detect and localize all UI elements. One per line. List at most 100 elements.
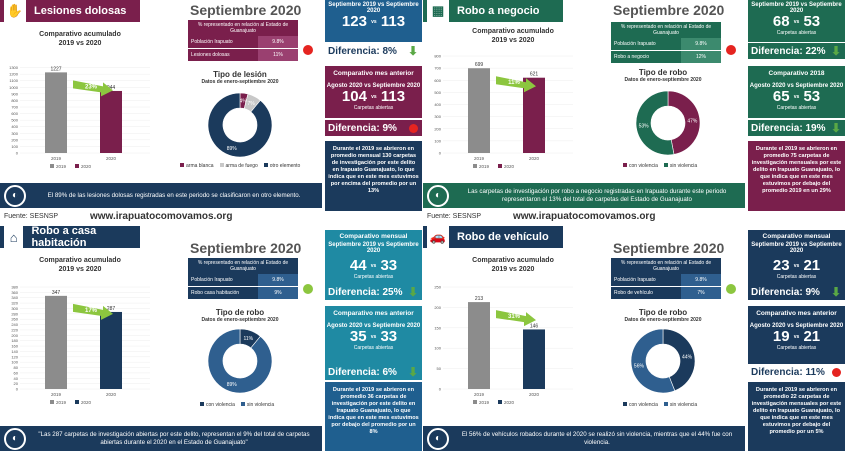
month-title: Septiembre 2020 — [613, 2, 725, 18]
diff-monthly: Diferencia: 22% ⬇ — [748, 43, 845, 59]
month-title: Septiembre 2020 — [613, 240, 725, 256]
y-tick-label: 340 — [11, 295, 18, 300]
x-tick-label: 2020 — [106, 156, 117, 161]
bar-value-label: 1227 — [50, 66, 61, 72]
arrow-down-icon: ⬇ — [830, 285, 841, 299]
panel-header: ⌂ Robo a casa habitación — [0, 226, 140, 249]
tipo-title: Tipo de robo Datos de enero-septiembre 20… — [624, 68, 702, 83]
y-tick-label: 700 — [11, 105, 18, 110]
y-tick-label: 100 — [434, 138, 441, 143]
legend-label: 2020 — [81, 400, 92, 405]
bar-2019 — [468, 302, 490, 389]
status-dot — [303, 45, 313, 55]
footer-bar: ◐ El 89% de las lesiones dolosas registr… — [0, 183, 322, 208]
comp-box: Comparativo mes anterior Agosto 2020 vs … — [325, 66, 422, 118]
table-row: Lesiones dolosas 11% — [188, 49, 298, 62]
y-tick-label: 50 — [437, 366, 442, 371]
panel-header: 🚗 Robo de vehículo — [423, 226, 563, 248]
y-tick-label: 900 — [11, 91, 18, 96]
percent-table: % representado en relación al Estado de … — [611, 258, 721, 300]
panel-title: Lesiones dolosas — [34, 5, 127, 17]
month-title: Septiembre 2020 — [190, 2, 302, 18]
change-arrow — [73, 80, 113, 97]
pie-slice-sin-violencia — [635, 90, 675, 156]
change-arrow — [73, 303, 113, 320]
pie-label: 44% — [682, 354, 693, 360]
y-tick-label: 1200 — [9, 72, 19, 77]
y-tick-label: 0 — [16, 151, 19, 156]
x-tick-label: 2020 — [529, 392, 540, 397]
legend-swatch-2019 — [473, 164, 477, 168]
accum-title: Comparativo acumulado 2019 vs 2020 — [39, 257, 121, 273]
panel-title: Robo a casa habitación — [31, 226, 97, 249]
y-tick-label: 100 — [434, 346, 441, 351]
y-tick-label: 0 — [16, 387, 19, 392]
table-row: Población Irapuato 9.8% — [611, 38, 721, 51]
diff-prev: Diferencia: 19% ⬇ — [748, 120, 845, 136]
footer-bar: ◐ "Las 287 carpetas de investigación abi… — [0, 426, 322, 451]
comp-box: Comparativo mes anterior Agosto 2020 vs … — [748, 306, 845, 364]
pie-slice-sin-violencia — [630, 328, 676, 394]
y-tick-label: 700 — [434, 66, 441, 71]
arrow-down-icon: ⬇ — [830, 121, 841, 135]
y-tick-label: 60 — [14, 370, 19, 375]
month-title: Septiembre 2020 — [190, 240, 302, 256]
change-label: 31% — [508, 314, 521, 320]
pie-slice-con-violencia — [662, 328, 696, 392]
y-tick-label: 80 — [14, 365, 19, 370]
tipo-title: Tipo de lesión Datos de enero-septiembre … — [201, 70, 279, 85]
y-tick-label: 800 — [11, 98, 18, 103]
x-tick-label: 2019 — [51, 156, 62, 161]
bar-2019 — [45, 72, 67, 153]
y-tick-label: 600 — [11, 111, 18, 116]
pie-legend: con violencia sin violencia — [623, 402, 697, 408]
change-arrow — [496, 76, 536, 93]
y-tick-label: 320 — [11, 301, 18, 306]
y-tick-label: 100 — [11, 360, 18, 365]
logo-icon: ◐ — [427, 427, 449, 450]
store-icon: ▦ — [427, 0, 449, 22]
comp-box: Comparativo mes anterior Agosto 2020 vs … — [325, 306, 422, 364]
comp-box: Comparativo 2018 Agosto 2020 vs Septiemb… — [748, 66, 845, 118]
note-box: Durante el 2019 se abrieron en promedio … — [748, 382, 845, 451]
website-text: www.irapuatocomovamos.org — [90, 211, 233, 222]
status-dot — [726, 45, 736, 55]
bar-value-label: 621 — [530, 72, 539, 78]
table-row: Robo casa habitación 9% — [188, 287, 298, 300]
legend-label: 2019 — [479, 400, 490, 405]
y-tick-label: 300 — [434, 114, 441, 119]
legend-swatch-2020 — [75, 400, 79, 404]
accum-title: Comparativo acumulado 2019 vs 2020 — [472, 257, 554, 273]
panel-robo-negocio: ▦ Robo a negocio Septiembre 2020 Compara… — [423, 0, 845, 225]
table-row: Población Irapuato 9.8% — [611, 274, 721, 287]
bar-value-label: 699 — [475, 62, 484, 68]
pie-slice-otro-elemento — [207, 92, 273, 158]
bar-2020 — [523, 77, 545, 153]
panel-lesiones: ✋ Lesiones dolosas Septiembre 2020 Compa… — [0, 0, 422, 225]
y-tick-label: 400 — [434, 102, 441, 107]
legend-label: 2020 — [81, 164, 92, 169]
diff-monthly: Diferencia: 25% ⬇ — [325, 284, 422, 300]
y-tick-label: 600 — [434, 78, 441, 83]
y-tick-label: 280 — [11, 311, 18, 316]
bar-value-label: 287 — [107, 306, 116, 312]
diff-prev: Diferencia: 11% — [748, 364, 845, 380]
y-tick-label: 200 — [11, 137, 18, 142]
diff-monthly: Diferencia: 8% ⬇ — [325, 43, 422, 59]
arrow-down-icon: ⬇ — [407, 365, 418, 379]
pie-label: 56% — [634, 364, 645, 370]
panel-header: ✋ Lesiones dolosas — [0, 0, 140, 22]
pie-legend: con violencia sin violencia — [200, 402, 274, 408]
footer-bar: ◐ Las carpetas de investigación por robo… — [423, 183, 745, 208]
percent-table: % representado en relación al Estado de … — [611, 22, 721, 64]
bar-chart: 0 50 100 150 200 250 213 2019 146 2020 31% 2019 2020 — [434, 285, 573, 405]
pie-slice-con-violencia — [667, 90, 701, 155]
pie-legend: arma blanca arma de fuego otro elemento — [180, 163, 300, 169]
y-tick-label: 160 — [11, 344, 18, 349]
x-tick-label: 2019 — [474, 156, 485, 161]
logo-icon: ◐ — [427, 184, 449, 207]
panel-robo-vehiculo: 🚗 Robo de vehículo Septiembre 2020 Compa… — [423, 226, 845, 451]
pie-label: 89% — [227, 146, 238, 152]
x-tick-label: 2019 — [51, 392, 62, 397]
y-tick-label: 1100 — [9, 78, 18, 83]
